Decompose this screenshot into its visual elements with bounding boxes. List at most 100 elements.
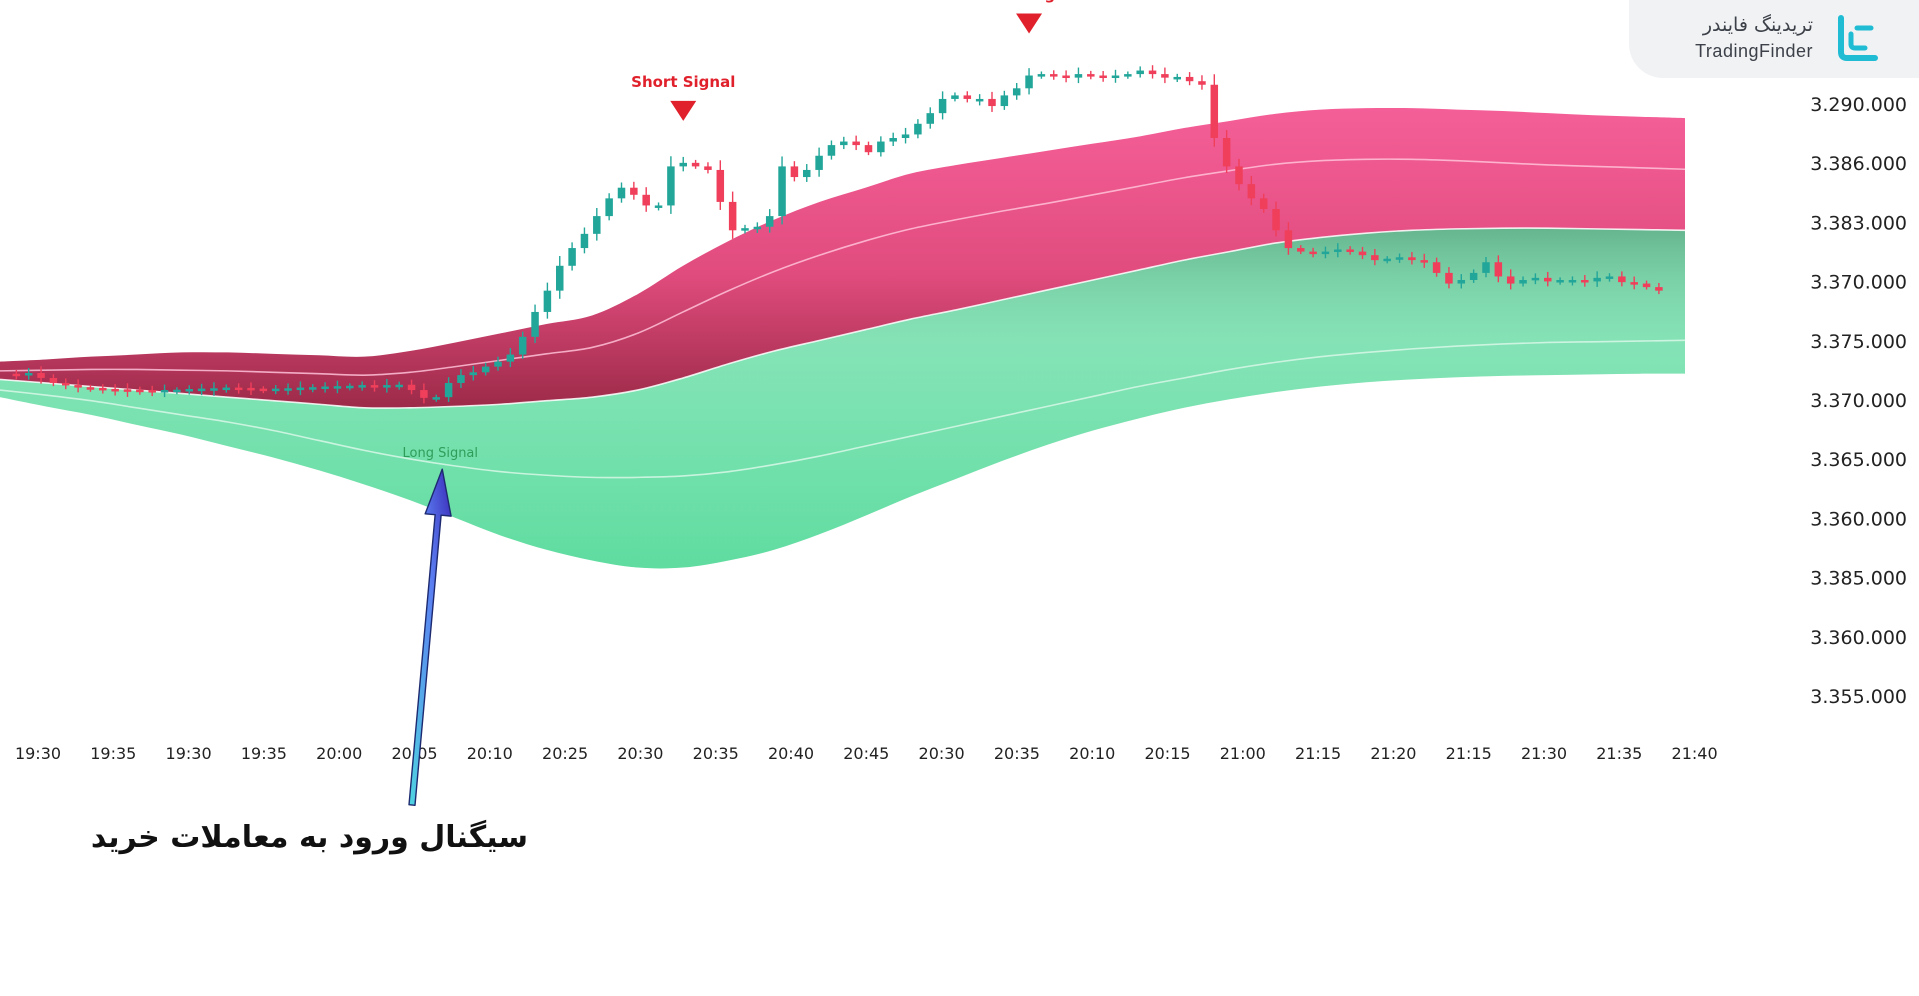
candle-body [62,382,70,386]
candle-body [247,387,255,391]
y-tick-label: 3.383.000 [1810,212,1907,234]
long-signal-arrow [408,468,452,806]
candle [691,159,700,169]
candle-body [1062,75,1070,79]
candle-body [481,366,490,373]
y-tick-label: 3.365.000 [1810,449,1907,471]
candle-body [1494,262,1503,277]
band-centerline [0,227,1686,409]
candle [99,384,107,394]
candle-body [642,194,650,206]
y-tick-label: 3.386.000 [1810,153,1907,175]
candle [1062,70,1070,83]
candle [852,135,860,151]
candle [1519,276,1527,287]
trading-finder-logo-icon [1838,15,1878,61]
candle [1445,267,1453,289]
x-tick-label: 20:10 [467,744,513,763]
candle [494,356,502,371]
y-tick-label: 3.370.000 [1810,390,1907,412]
x-tick-label: 20:40 [768,744,814,763]
candle [1297,245,1305,255]
candle [333,380,342,394]
candle-body [1358,251,1367,256]
candle [1605,273,1614,282]
candle-body [556,265,564,291]
candle [914,119,922,139]
candle-body [1519,280,1527,284]
lower-band-midline [0,339,1686,479]
candle-body [1012,88,1021,96]
x-tick-label: 21:15 [1295,744,1341,763]
candle [1037,71,1046,79]
candle-body [568,248,576,266]
candle-body [1334,249,1342,252]
candle-body [654,205,663,208]
candle-body [963,95,972,99]
candle [630,181,638,200]
candle-body [1556,280,1564,283]
candle-body [1642,283,1651,288]
short-signal-label: Short Signal [631,73,735,91]
candle [420,383,428,404]
candle-body [420,390,428,398]
candle [1358,246,1367,260]
candle-body [531,311,539,337]
candle [975,94,984,106]
candle-body [1173,76,1181,80]
candle [383,379,391,393]
candle [1618,271,1626,287]
candle [49,374,58,387]
candle-body [148,390,156,393]
candle [284,383,292,395]
candle-body [728,201,737,231]
candle-body [988,98,996,107]
y-tick-label: 3.355.000 [1810,686,1907,708]
candle-body [691,162,700,167]
x-tick-label: 20:35 [693,744,739,763]
candle [271,384,280,395]
candle [296,381,305,396]
ribbon-bands [0,108,1686,569]
candle-body [1247,184,1256,199]
y-tick-label: 3.375.000 [1810,331,1907,353]
candle-body [1087,74,1095,77]
candle-body [1161,74,1169,78]
candle-body [543,290,552,312]
candle [185,385,193,395]
x-tick-label: 21:00 [1220,744,1266,763]
candle [358,381,366,391]
candle-body [160,390,169,393]
candle [1222,130,1231,173]
candle-body [1309,251,1317,255]
candle [889,132,897,146]
y-tick-label: 3.360.000 [1810,508,1907,530]
candle-body [753,226,762,230]
candle [1420,253,1428,268]
candle [136,386,144,395]
short-signal-triangle-icon [670,100,697,121]
candle-body [333,386,342,389]
candle [790,161,799,182]
candle-body [901,134,910,138]
candle-body [1432,262,1441,273]
x-tick-label: 20:10 [1069,744,1115,763]
candle [111,384,119,396]
candle-body [1124,74,1132,77]
candle-body [346,385,354,389]
candle [778,156,786,225]
candle-body [296,387,305,391]
candle [556,256,564,299]
candle [481,362,490,376]
candle-body [1210,84,1219,138]
candle [568,242,576,271]
candle-body [803,169,811,178]
candle-body [1099,75,1107,79]
candle-body [457,375,465,383]
candle-body [234,387,243,391]
candle [1457,274,1466,289]
candle-body [938,98,947,114]
upper-band-midline [0,158,1686,376]
short-signal-triangle-icon [1016,13,1043,34]
